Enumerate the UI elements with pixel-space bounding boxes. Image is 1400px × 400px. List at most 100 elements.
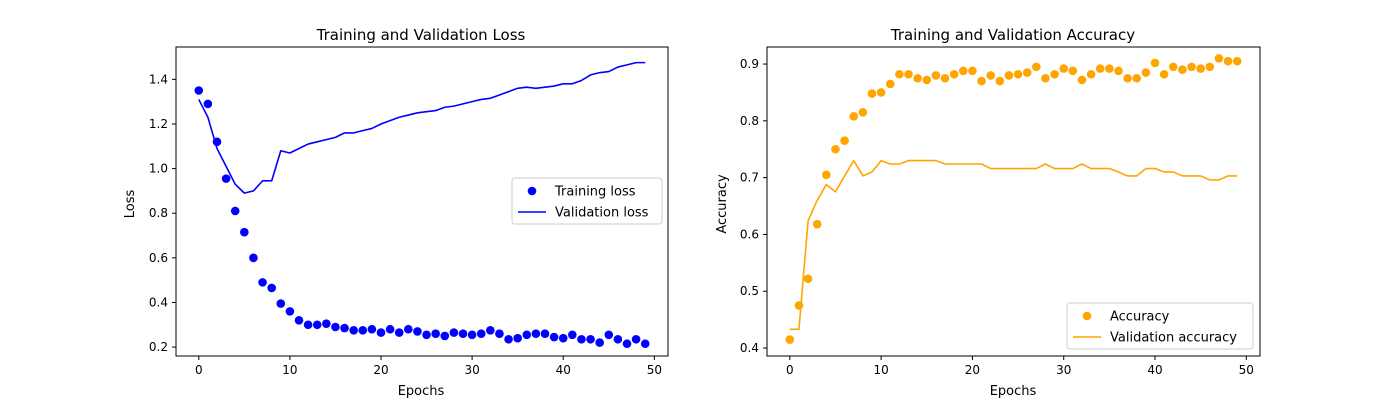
accuracy-training-point <box>1068 66 1078 76</box>
loss-training-point <box>349 326 358 335</box>
loss-training-point <box>540 329 550 338</box>
accuracy-training-point <box>913 73 922 83</box>
loss-training-point <box>322 319 331 328</box>
legend-label: Validation loss <box>555 206 649 221</box>
loss-training-point <box>622 339 632 349</box>
accuracy-training-point <box>840 136 849 146</box>
loss-training-point <box>340 323 349 333</box>
loss-chart-title: Training and Validation Loss <box>316 26 526 44</box>
loss-training-point <box>258 278 267 287</box>
loss-training-point <box>440 331 450 341</box>
x-tick-label: 10 <box>873 363 888 377</box>
accuracy-training-point <box>1168 62 1178 72</box>
loss-training-point <box>276 299 286 308</box>
accuracy-training-point <box>940 73 950 83</box>
legend-marker-swatch <box>527 186 537 196</box>
accuracy-training-point <box>1150 58 1160 68</box>
legend-box <box>1066 302 1254 350</box>
loss-training-point <box>230 206 240 216</box>
loss-training-point <box>504 334 513 344</box>
accuracy-training-point <box>822 170 831 180</box>
loss-training-point <box>476 329 486 338</box>
legend-label: Accuracy <box>1110 310 1170 325</box>
y-tick-label: 1.4 <box>149 72 168 86</box>
loss-training-point <box>240 227 249 237</box>
loss-training-point <box>413 327 422 336</box>
accuracy-training-point <box>922 75 932 85</box>
loss-training-point <box>358 326 368 335</box>
loss-chart-ticks: 0 10 20 30 40 50 0.2 0.4 0.6 0.8 1.0 1.2 1.4 <box>149 72 662 377</box>
x-tick-label: 30 <box>1056 363 1071 377</box>
x-tick-label: 40 <box>556 363 571 377</box>
loss-training-point <box>404 324 413 334</box>
accuracy-training-point <box>812 219 822 229</box>
y-tick-label: 0.8 <box>149 206 168 220</box>
loss-training-point <box>367 324 377 334</box>
accuracy-training-point <box>785 335 795 344</box>
accuracy-training-point <box>831 144 840 154</box>
accuracy-training-point <box>1187 62 1196 72</box>
y-tick-label: 0.8 <box>740 114 759 128</box>
y-tick-label: 0.6 <box>740 227 759 241</box>
loss-chart-legend: Training loss Validation loss <box>511 177 663 225</box>
loss-training-point <box>495 329 504 338</box>
accuracy-training-point <box>968 66 977 76</box>
accuracy-training-point <box>1077 75 1087 85</box>
x-tick-label: 10 <box>282 363 297 377</box>
loss-training-point <box>422 330 431 340</box>
accuracy-training-point <box>1205 62 1215 72</box>
y-tick-label: 0.9 <box>740 57 759 71</box>
loss-training-point <box>285 307 295 316</box>
loss-training-point <box>376 328 386 337</box>
accuracy-training-point <box>1232 56 1242 66</box>
accuracy-training-point <box>1132 73 1142 83</box>
accuracy-training-point <box>1105 64 1114 73</box>
accuracy-training-point <box>895 69 904 79</box>
legend-box <box>511 177 663 225</box>
accuracy-chart: Training and Validation Accuracy Epochs … <box>715 26 1261 399</box>
y-tick-label: 1.0 <box>149 162 168 176</box>
loss-training-point <box>549 332 559 342</box>
loss-training-point <box>312 320 322 330</box>
loss-training-point <box>604 330 614 340</box>
y-tick-label: 0.7 <box>740 171 759 185</box>
loss-chart-xlabel: Epochs <box>398 384 445 399</box>
accuracy-training-point <box>986 71 995 80</box>
loss-training-point <box>568 330 577 340</box>
accuracy-training-point <box>958 66 968 76</box>
loss-training-point <box>394 328 404 337</box>
accuracy-chart-title: Training and Validation Accuracy <box>890 26 1135 44</box>
legend-label: Validation accuracy <box>1110 331 1237 346</box>
loss-training-point <box>203 99 213 109</box>
loss-training-point <box>249 253 258 263</box>
x-tick-label: 0 <box>786 363 794 377</box>
loss-training-point <box>631 334 641 344</box>
loss-training-point <box>486 326 495 335</box>
accuracy-training-point <box>1123 73 1132 83</box>
legend-label: Training loss <box>554 185 636 200</box>
loss-training-point <box>577 334 586 344</box>
accuracy-training-point <box>1214 54 1224 63</box>
accuracy-training-point <box>1086 69 1096 79</box>
accuracy-chart-ylabel: Accuracy <box>715 174 730 234</box>
accuracy-training-point <box>1041 73 1050 83</box>
loss-training-point <box>194 86 204 95</box>
loss-training-point <box>613 334 623 344</box>
x-tick-label: 50 <box>647 363 662 377</box>
y-tick-label: 1.2 <box>149 117 168 131</box>
accuracy-training-point <box>1050 69 1059 79</box>
accuracy-training-point <box>1004 71 1014 80</box>
accuracy-training-point <box>1159 69 1169 79</box>
accuracy-training-point <box>1013 69 1023 79</box>
loss-training-point <box>558 333 568 343</box>
accuracy-training-point <box>876 88 886 97</box>
loss-chart: Training and Validation Loss Epochs Loss… <box>123 26 669 399</box>
loss-training-point <box>467 330 477 340</box>
y-tick-label: 0.2 <box>149 340 168 354</box>
accuracy-chart-xlabel: Epochs <box>990 384 1037 399</box>
loss-training-point <box>294 316 304 325</box>
accuracy-training-point <box>1178 65 1187 75</box>
loss-training-point <box>522 330 532 340</box>
accuracy-training-point <box>1095 64 1105 73</box>
loss-training-point <box>586 334 595 344</box>
